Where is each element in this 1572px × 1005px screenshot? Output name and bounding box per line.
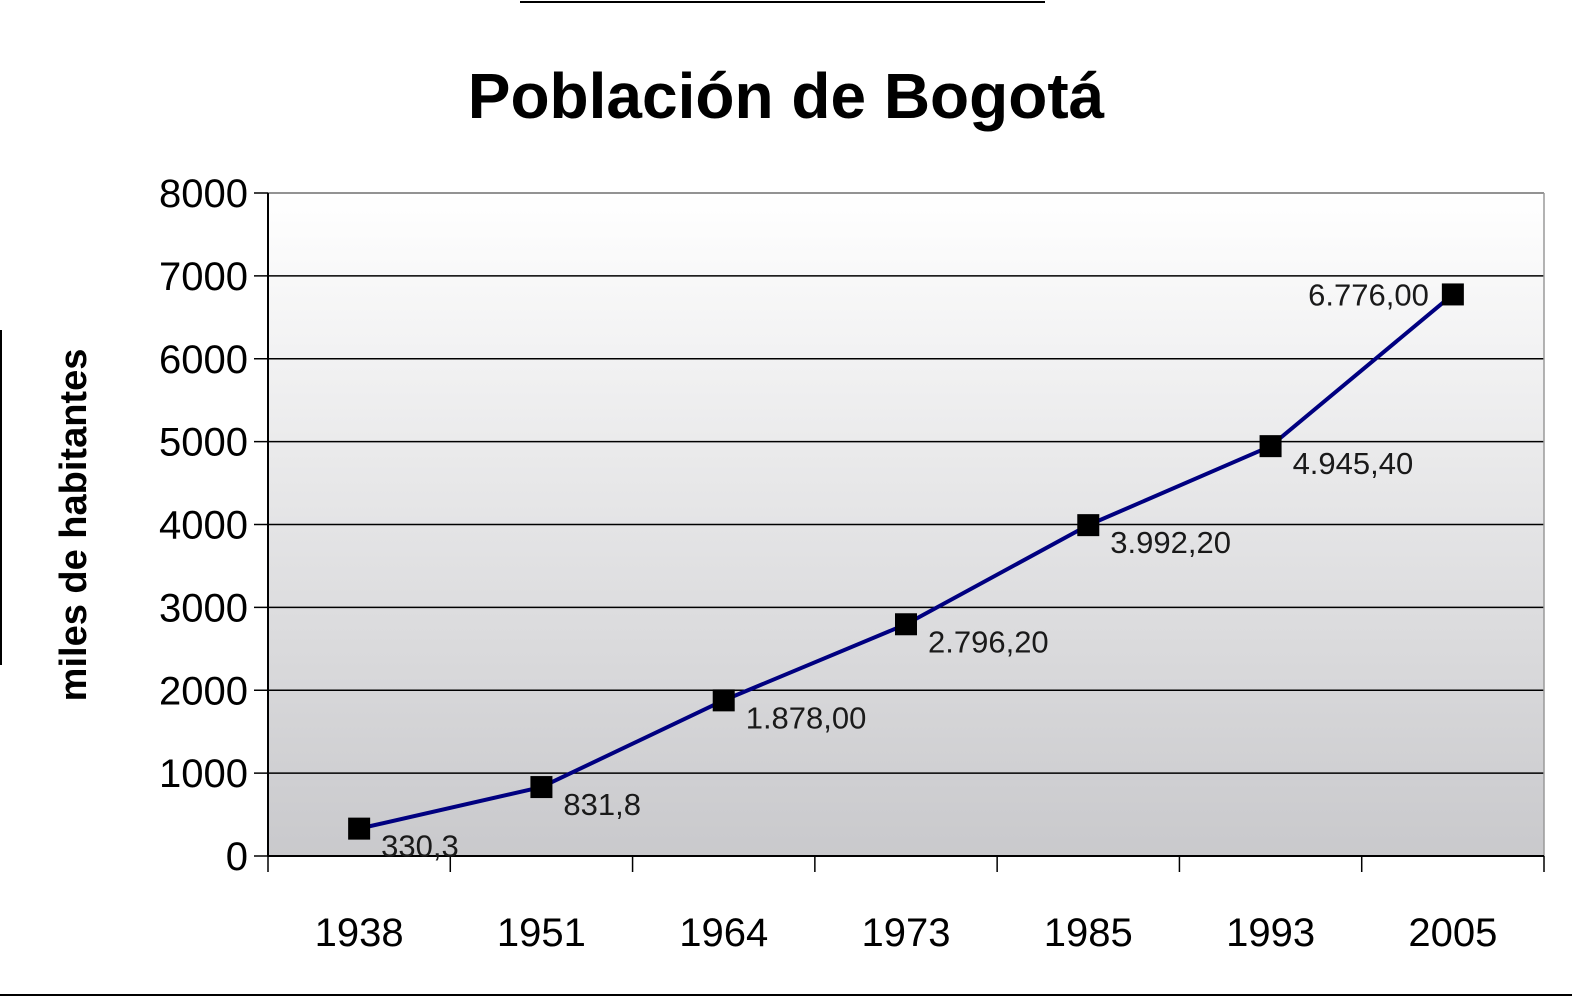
data-point-marker <box>348 817 371 840</box>
data-label: 1.878,00 <box>746 700 867 735</box>
series-group <box>348 283 1464 840</box>
x-tick-labels: 1938 1951 1964 1973 1985 1993 2005 <box>315 911 1498 955</box>
data-label: 831,8 <box>563 787 641 822</box>
y-tick-label: 4000 <box>159 504 248 548</box>
x-tick-label: 1985 <box>1044 911 1133 955</box>
x-tick-label: 2005 <box>1408 911 1497 955</box>
data-label: 6.776,00 <box>1308 277 1429 312</box>
data-point-marker <box>1077 514 1100 537</box>
x-tick-label: 1938 <box>315 911 404 955</box>
data-label: 4.945,40 <box>1293 446 1414 481</box>
y-tick-label: 2000 <box>159 669 248 713</box>
y-tick-label: 0 <box>226 835 248 879</box>
y-tick-label: 6000 <box>159 338 248 382</box>
data-point-marker <box>530 776 553 799</box>
axes <box>254 192 1545 872</box>
data-point-marker <box>895 613 917 636</box>
y-tick-label: 3000 <box>159 586 248 630</box>
data-point-marker <box>712 689 735 712</box>
chart-title: Población de Bogotá <box>468 60 1105 132</box>
y-tick-label: 5000 <box>159 421 248 465</box>
x-tick-label: 1973 <box>862 911 951 955</box>
y-tick-label: 1000 <box>159 752 248 796</box>
x-tick-label: 1951 <box>497 911 586 955</box>
y-axis-label: miles de habitantes <box>53 349 95 702</box>
data-label: 330,3 <box>381 829 459 864</box>
data-label: 2.796,20 <box>928 624 1049 659</box>
data-label: 3.992,20 <box>1110 525 1231 560</box>
y-tick-labels: 0 1000 2000 3000 4000 5000 6000 7000 8000 <box>159 172 248 879</box>
data-labels: 330,3 831,8 1.878,00 2.796,20 3.992,20 4.945,… <box>381 277 1429 863</box>
data-point-marker <box>1259 435 1282 458</box>
data-point-marker <box>1441 283 1464 306</box>
x-tick-label: 1964 <box>679 911 768 955</box>
y-tick-label: 8000 <box>159 172 248 216</box>
y-tick-label: 7000 <box>159 255 248 299</box>
x-tick-label: 1993 <box>1226 911 1315 955</box>
